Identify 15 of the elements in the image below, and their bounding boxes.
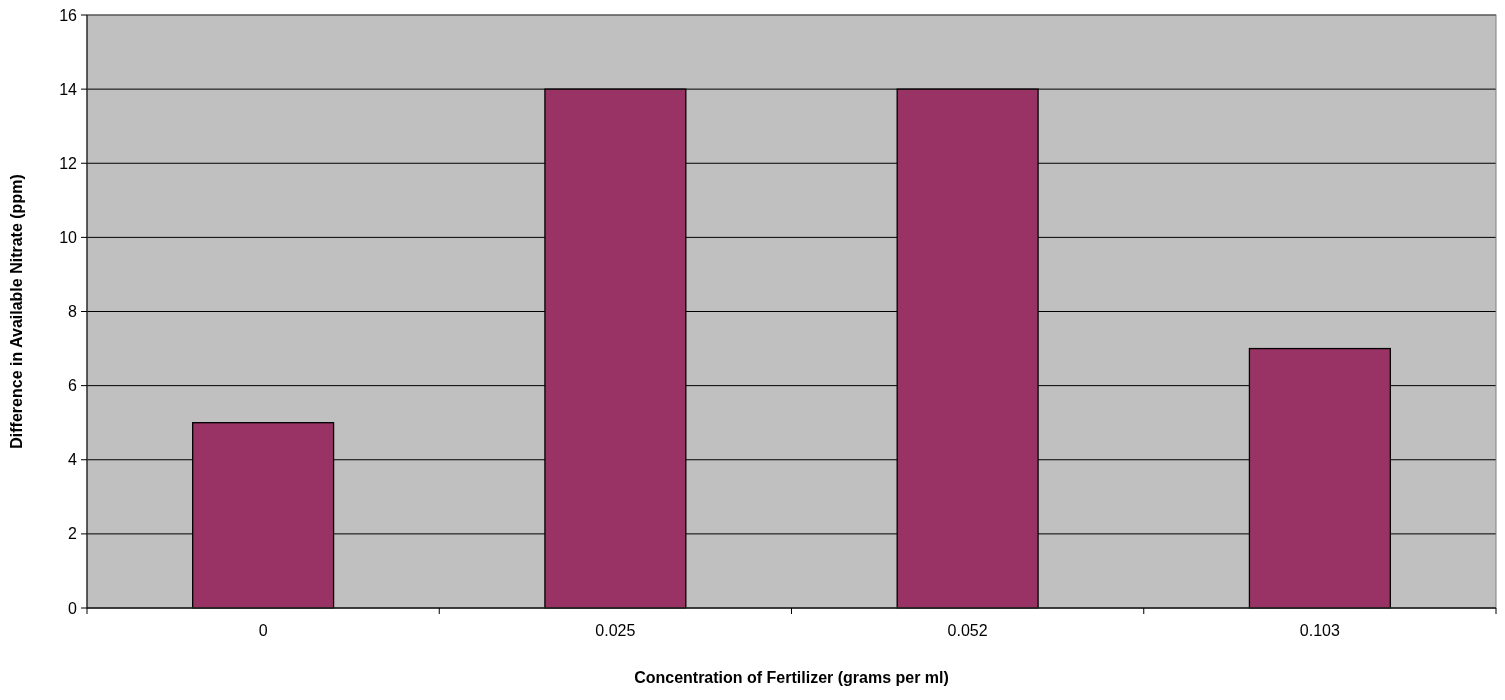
x-tick-label: 0.103: [1299, 622, 1340, 639]
y-tick-label: 2: [68, 525, 78, 543]
y-tick-label: 12: [59, 154, 78, 172]
y-tick-label: 4: [68, 451, 78, 469]
x-tick-label: 0: [258, 622, 268, 639]
x-axis-title: Concentration of Fertilizer (grams per ml): [634, 669, 949, 686]
x-tick-label: 0.025: [595, 622, 636, 639]
y-tick-label: 10: [59, 228, 78, 246]
y-tick-label: 14: [59, 80, 78, 98]
y-tick-label: 6: [68, 377, 78, 395]
x-tick-label: 0.052: [947, 622, 988, 639]
y-axis-title: Difference in Available Nitrate (ppm): [8, 174, 25, 449]
y-tick-label: 8: [68, 303, 78, 321]
y-tick-label: 16: [59, 6, 78, 24]
y-tick-label: 0: [68, 599, 78, 617]
